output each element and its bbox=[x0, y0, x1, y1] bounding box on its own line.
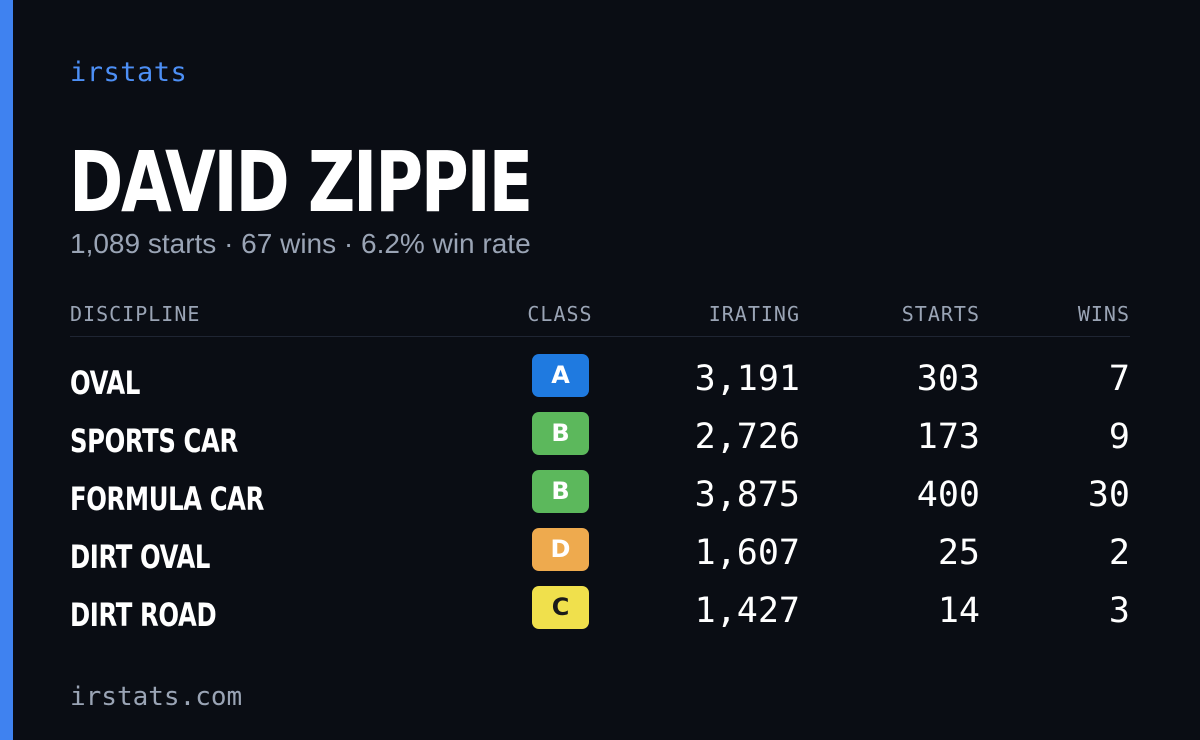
wins-value: 9 bbox=[1108, 417, 1130, 457]
class-badge: C bbox=[532, 586, 589, 629]
discipline-name: FORMULA CAR bbox=[70, 480, 264, 518]
header-discipline: DISCIPLINE bbox=[70, 302, 201, 326]
wins-value: 7 bbox=[1108, 359, 1130, 399]
irating-value: 1,607 bbox=[694, 533, 800, 573]
starts-value: 14 bbox=[937, 591, 980, 631]
player-summary: 1,089 starts · 67 wins · 6.2% win rate bbox=[70, 228, 531, 259]
brand-logo[interactable]: irstats bbox=[70, 57, 188, 88]
table-row: DIRT OVAL D 1,607 25 2 bbox=[70, 522, 1130, 580]
class-badge: D bbox=[532, 528, 589, 571]
header-starts: STARTS bbox=[901, 302, 980, 326]
wins-value: 30 bbox=[1087, 475, 1130, 515]
starts-value: 303 bbox=[916, 359, 980, 399]
irating-value: 3,875 bbox=[694, 475, 800, 515]
wins-value: 2 bbox=[1108, 533, 1130, 573]
wins-value: 3 bbox=[1108, 591, 1130, 631]
discipline-name: DIRT ROAD bbox=[70, 596, 217, 634]
irating-value: 2,726 bbox=[694, 417, 800, 457]
discipline-name: OVAL bbox=[70, 364, 140, 402]
discipline-name: DIRT OVAL bbox=[70, 538, 211, 576]
header-wins: WINS bbox=[1077, 302, 1130, 326]
table-row: DIRT ROAD C 1,427 14 3 bbox=[70, 580, 1130, 638]
irating-value: 3,191 bbox=[694, 359, 800, 399]
header-class: CLASS bbox=[527, 302, 593, 326]
stats-table: OVAL A 3,191 303 7 SPORTS CAR B 2,726 17… bbox=[70, 348, 1130, 638]
accent-bar bbox=[0, 0, 13, 740]
discipline-name: SPORTS CAR bbox=[70, 422, 238, 460]
class-badge: A bbox=[532, 354, 589, 397]
table-row: FORMULA CAR B 3,875 400 30 bbox=[70, 464, 1130, 522]
irating-value: 1,427 bbox=[694, 591, 800, 631]
starts-value: 400 bbox=[916, 475, 980, 515]
header-irating: IRATING bbox=[708, 302, 800, 326]
table-header: DISCIPLINE CLASS IRATING STARTS WINS bbox=[70, 298, 1130, 330]
starts-value: 25 bbox=[937, 533, 980, 573]
table-row: SPORTS CAR B 2,726 173 9 bbox=[70, 406, 1130, 464]
player-name: DAVID ZIPPIE bbox=[69, 133, 533, 231]
footer-url[interactable]: irstats.com bbox=[70, 682, 243, 712]
class-badge: B bbox=[532, 412, 589, 455]
starts-value: 173 bbox=[916, 417, 980, 457]
table-row: OVAL A 3,191 303 7 bbox=[70, 348, 1130, 406]
header-divider bbox=[70, 336, 1130, 337]
class-badge: B bbox=[532, 470, 589, 513]
